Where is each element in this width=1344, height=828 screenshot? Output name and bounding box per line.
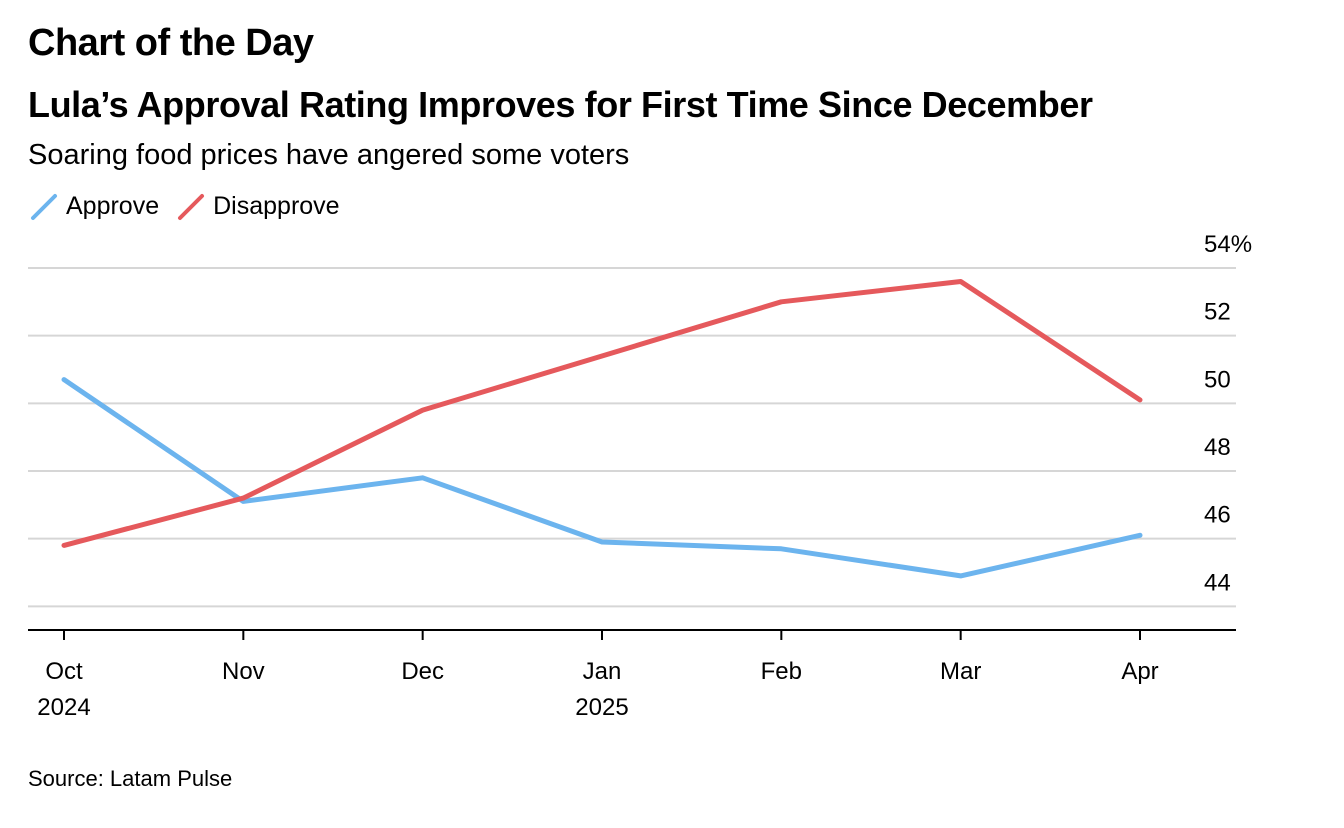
- y-axis-ticks: 44 46 48 50 52 54%: [1204, 231, 1252, 596]
- x-tick-label-mar: Mar: [940, 658, 981, 685]
- y-tick-label-46: 46: [1204, 502, 1231, 529]
- x-tick-label-nov: Nov: [222, 658, 265, 685]
- x-tick-year-2025: 2025: [575, 694, 628, 721]
- y-tick-label-50: 50: [1204, 366, 1231, 393]
- x-tick-label-dec: Dec: [401, 658, 444, 685]
- chart-legend: Approve Disapprove: [30, 192, 358, 221]
- source-note: Source: Latam Pulse: [28, 766, 233, 791]
- y-tick-label-54: 54%: [1204, 231, 1252, 258]
- series-lines: [61, 279, 1143, 579]
- x-tick-label-apr: Apr: [1121, 658, 1158, 685]
- series-line-approve: [61, 377, 1143, 579]
- x-tick-year-2024: 2024: [37, 694, 90, 721]
- x-tick-label-feb: Feb: [761, 658, 802, 685]
- legend-item-disapprove: Disapprove: [177, 192, 340, 221]
- gridlines: [28, 267, 1236, 608]
- chart-kicker: Chart of the Day: [28, 22, 314, 64]
- y-tick-label-44: 44: [1204, 569, 1231, 596]
- legend-label-approve: Approve: [66, 192, 160, 220]
- y-tick-label-52: 52: [1204, 299, 1231, 326]
- chart-subtitle: Soaring food prices have angered some vo…: [28, 139, 630, 171]
- legend-swatch-disapprove: [178, 193, 205, 220]
- chart-title: Lula’s Approval Rating Improves for Firs…: [28, 84, 1093, 125]
- legend-item-approve: Approve: [30, 192, 159, 221]
- series-line-disapprove: [61, 279, 1143, 548]
- legend-label-disapprove: Disapprove: [213, 192, 340, 220]
- x-axis: Oct 2024 Nov Dec Jan 2025 Feb Mar Apr: [28, 629, 1236, 721]
- x-tick-label-oct: Oct: [45, 658, 83, 685]
- x-tick-label-jan: Jan: [583, 658, 622, 685]
- y-tick-label-48: 48: [1204, 434, 1231, 461]
- legend-swatch-approve: [31, 193, 57, 220]
